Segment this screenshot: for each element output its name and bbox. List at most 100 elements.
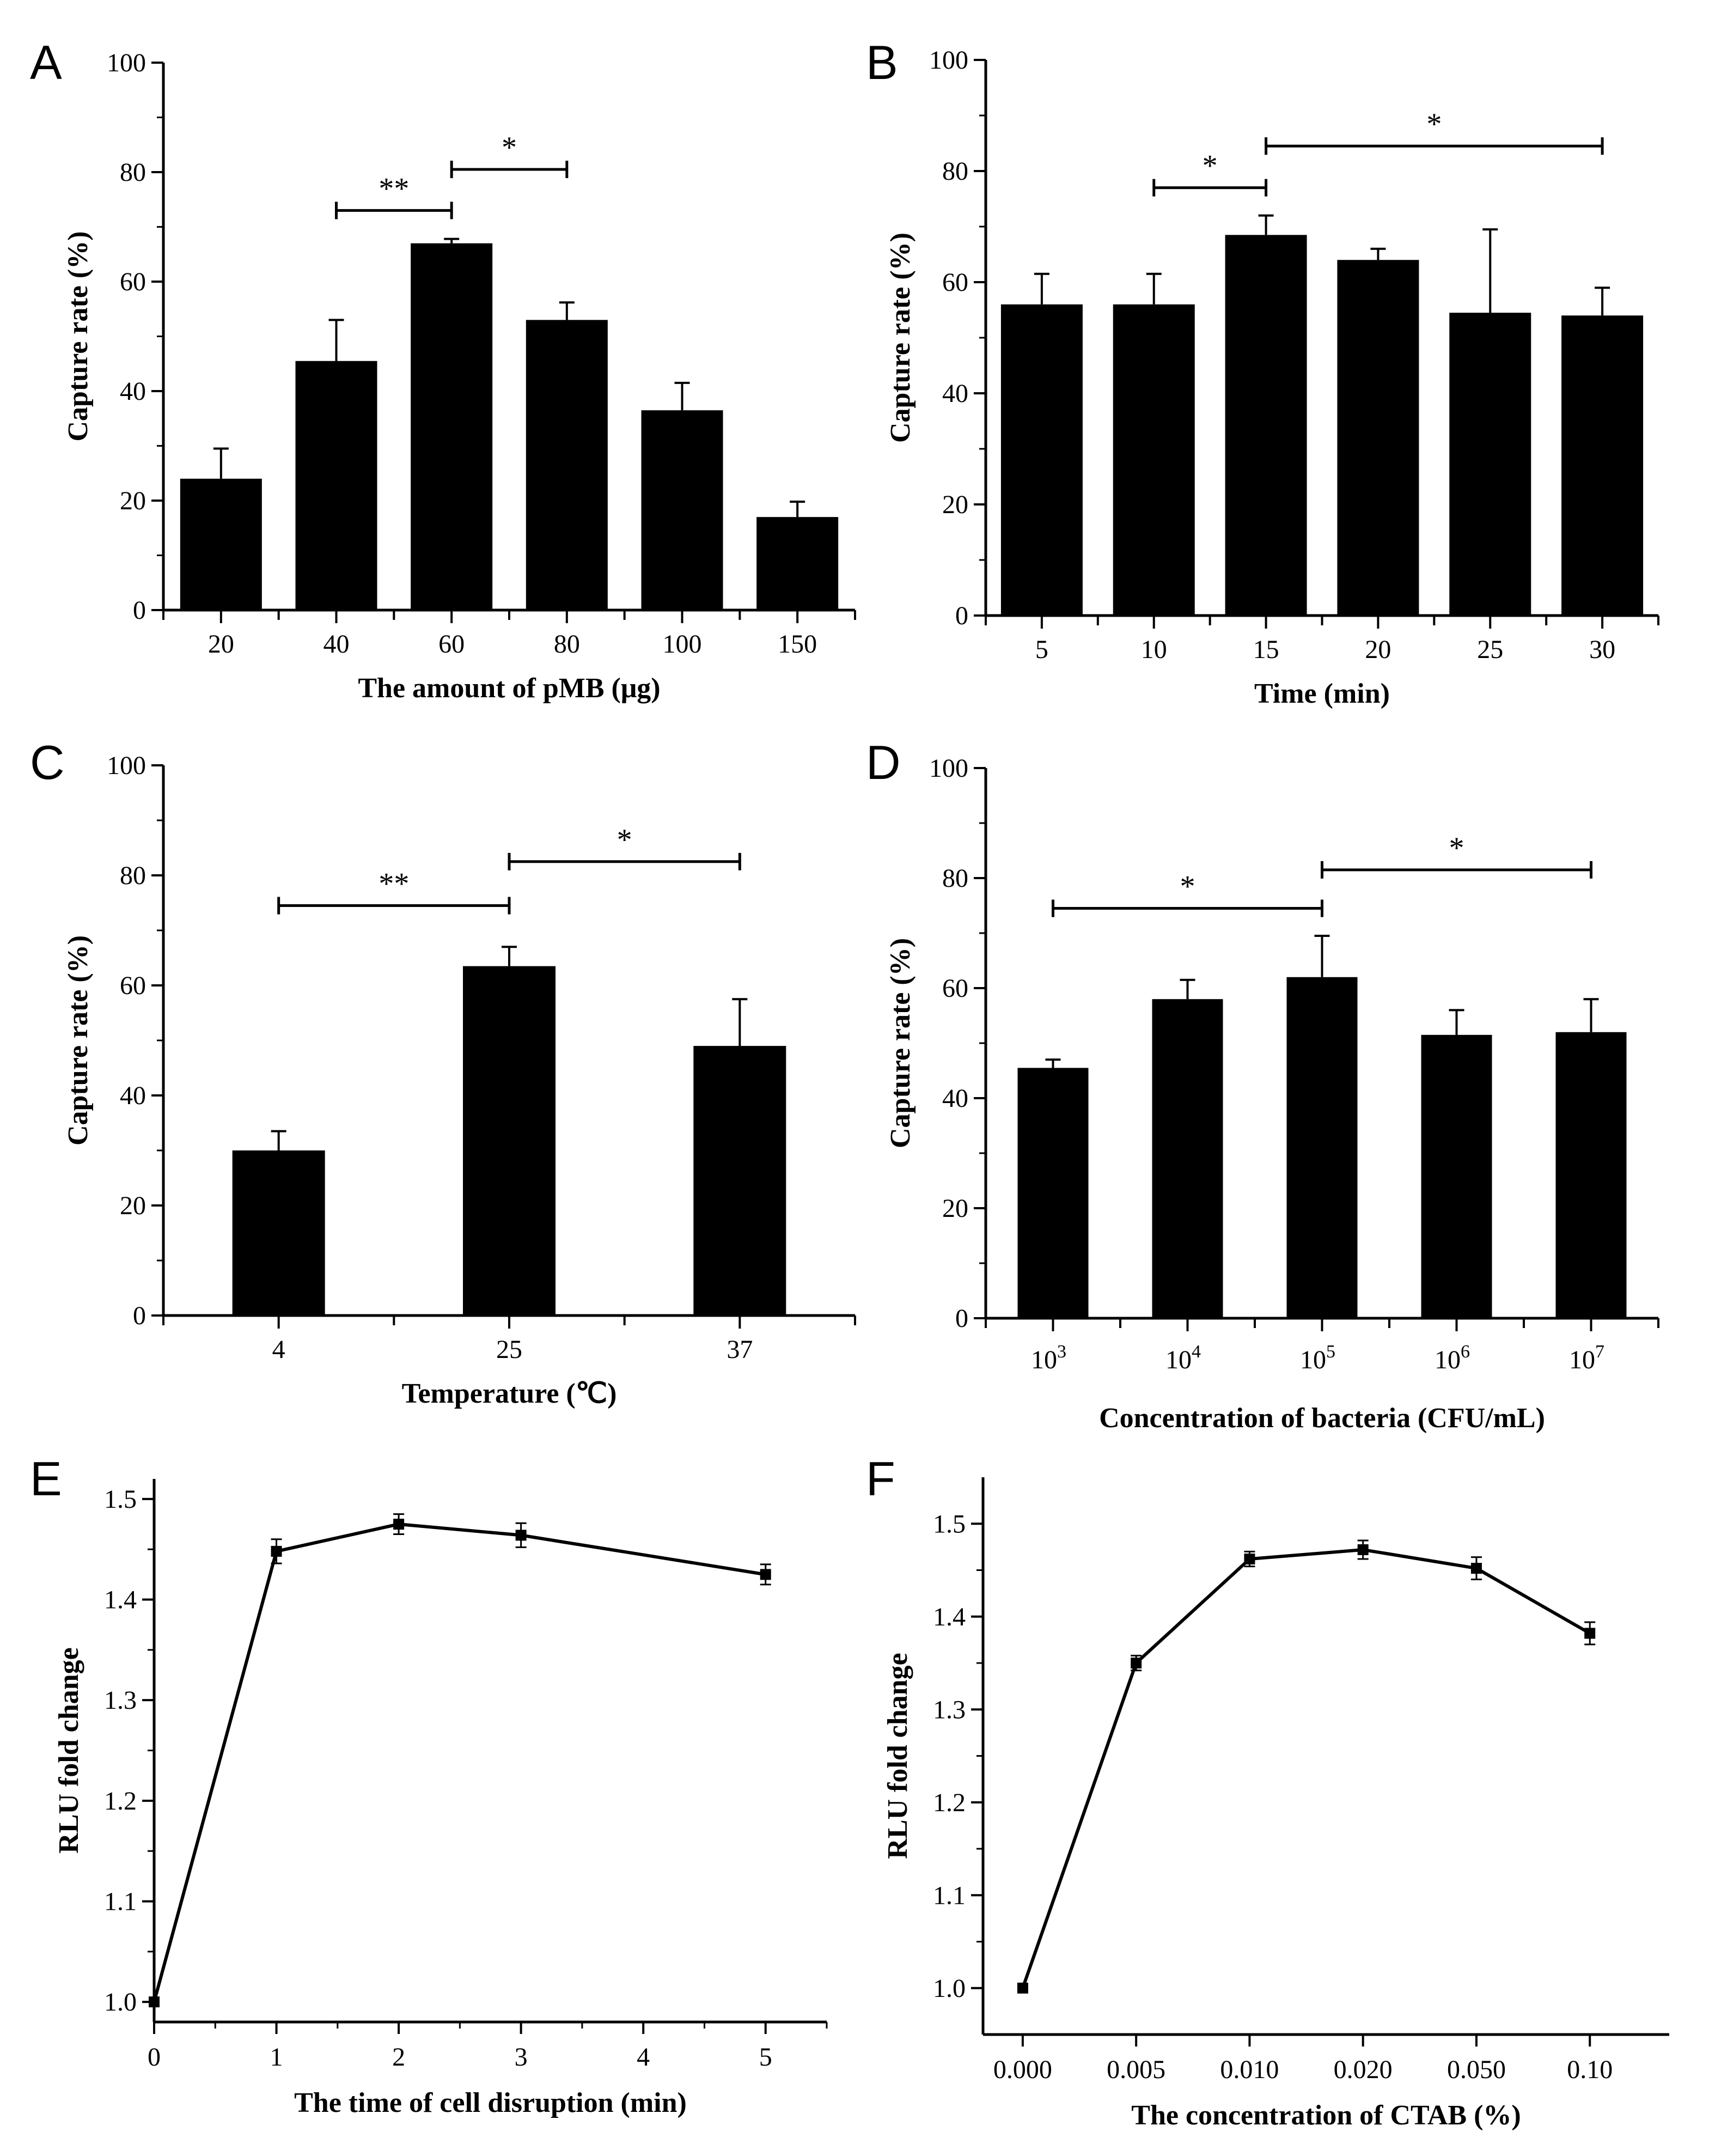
y-tick-label: 100	[107, 751, 146, 780]
bar-80	[526, 320, 608, 610]
significance-label: **	[379, 172, 409, 205]
y-tick-label: 80	[942, 864, 968, 893]
y-tick-label: 0	[955, 601, 968, 630]
panel-letter-c: C	[30, 735, 65, 789]
x-tick-label: 0.050	[1447, 2055, 1506, 2084]
x-tick-label: 30	[1589, 635, 1615, 664]
y-tick-label: 60	[120, 971, 146, 1000]
significance-label: **	[379, 867, 409, 901]
x-axis-title: The time of cell disruption (min)	[294, 2087, 687, 2118]
y-tick-label: 80	[942, 157, 968, 186]
x-tick-label: 106	[1435, 1342, 1470, 1374]
x-tick-label: 0.10	[1567, 2055, 1613, 2084]
bar-60	[411, 243, 493, 610]
x-axis-title: Time (min)	[1254, 678, 1390, 709]
y-tick-label: 1.2	[104, 1787, 137, 1816]
y-tick-label: 1.4	[104, 1586, 137, 1615]
y-tick-label: 1.5	[933, 1509, 966, 1538]
panel-a-capture-vs-pmb: A 0 20 40 60 80 100 Capture rate (%) 20 40 60 80 100…	[30, 35, 856, 704]
y-tick-label: 60	[942, 974, 968, 1003]
data-point	[515, 1530, 527, 1541]
data-point	[149, 1996, 160, 2008]
bar-10^3	[1017, 1068, 1089, 1318]
series-line	[152, 1522, 766, 2002]
x-tick-label: 107	[1569, 1342, 1604, 1374]
x-tick-label: 5	[759, 2043, 772, 2072]
bar-5	[1000, 304, 1083, 616]
significance-label: *	[1426, 107, 1442, 141]
x-tick-label: 2	[392, 2043, 405, 2072]
x-tick-label: 60	[438, 630, 465, 659]
y-tick-label: 40	[120, 1081, 146, 1110]
bar-15	[1225, 235, 1307, 616]
x-tick-label: 4	[637, 2043, 650, 2072]
y-tick-label: 20	[120, 486, 146, 515]
x-tick-label: 103	[1031, 1342, 1066, 1374]
y-tick-label: 0	[133, 1301, 146, 1330]
bar-20	[180, 478, 262, 610]
y-tick-label: 1.3	[933, 1695, 966, 1724]
y-tick-label: 60	[120, 267, 146, 296]
x-tick-label: 4	[272, 1335, 285, 1364]
y-axis-title: RLU fold change	[882, 1653, 913, 1859]
significance-label: *	[1180, 870, 1195, 904]
data-point	[1131, 1658, 1142, 1668]
x-tick-label: 0.020	[1334, 2055, 1393, 2084]
data-point	[1017, 1982, 1028, 1994]
panel-letter-d: D	[866, 735, 901, 789]
y-tick-label: 20	[942, 1194, 968, 1223]
x-tick-label: 1	[270, 2043, 283, 2072]
x-tick-label: 10	[1141, 635, 1167, 664]
bar-100	[641, 410, 723, 610]
bar-10^7	[1555, 1032, 1627, 1318]
y-tick-label: 100	[107, 48, 146, 77]
y-axis-title: Capture rate (%)	[63, 231, 94, 441]
y-tick-label: 1.1	[933, 1881, 966, 1910]
x-tick-label: 100	[663, 630, 702, 659]
y-tick-label: 1.2	[933, 1788, 966, 1817]
x-axis-title: Concentration of bacteria (CFU/mL)	[1099, 1403, 1545, 1434]
x-tick-label: 80	[554, 630, 580, 659]
y-tick-label: 1.1	[104, 1887, 137, 1916]
x-tick-label: 40	[324, 630, 350, 659]
panel-letter-a: A	[30, 35, 62, 89]
data-point	[1470, 1563, 1482, 1574]
data-point	[1584, 1628, 1596, 1639]
x-tick-label: 37	[727, 1335, 753, 1364]
series-line	[1021, 1548, 1591, 1989]
y-tick-label: 1.0	[933, 1974, 966, 2003]
y-axis-title: Capture rate (%)	[63, 935, 94, 1146]
x-tick-label: 0.000	[993, 2055, 1052, 2084]
y-tick-label: 40	[120, 377, 146, 406]
bar-150	[756, 517, 839, 610]
x-tick-label: 105	[1300, 1342, 1335, 1374]
x-tick-label: 25	[1477, 635, 1503, 664]
y-tick-label: 100	[929, 754, 968, 783]
y-tick-label: 1.0	[104, 1988, 137, 2017]
y-axis-title: Capture rate (%)	[885, 233, 916, 443]
x-tick-label: 0	[148, 2043, 161, 2072]
x-tick-label: 20	[208, 630, 234, 659]
data-point	[760, 1569, 771, 1580]
panel-letter-e: E	[30, 1452, 62, 1506]
y-tick-label: 60	[942, 268, 968, 297]
x-tick-label: 0.010	[1220, 2055, 1279, 2084]
bar-30	[1561, 315, 1644, 616]
significance-label: *	[502, 131, 517, 165]
y-tick-label: 40	[942, 379, 968, 408]
x-tick-label: 20	[1365, 635, 1391, 664]
bar-10^4	[1152, 999, 1223, 1318]
bar-4	[232, 1150, 325, 1315]
y-axis-title: RLU fold change	[53, 1647, 84, 1853]
x-axis-title: The amount of pMB (μg)	[358, 673, 660, 704]
x-tick-label: 104	[1165, 1342, 1201, 1374]
bar-25	[1449, 313, 1531, 616]
bar-40	[295, 361, 377, 610]
y-tick-label: 1.4	[933, 1603, 966, 1631]
panel-d-capture-vs-concentration: D 0 20 40 60 80 100 Capture rate (%) 103 104 105 10…	[866, 735, 1659, 1434]
bar-10	[1113, 304, 1195, 616]
y-axis-title: Capture rate (%)	[885, 938, 916, 1148]
x-axis-title: Temperature (℃)	[402, 1378, 617, 1409]
